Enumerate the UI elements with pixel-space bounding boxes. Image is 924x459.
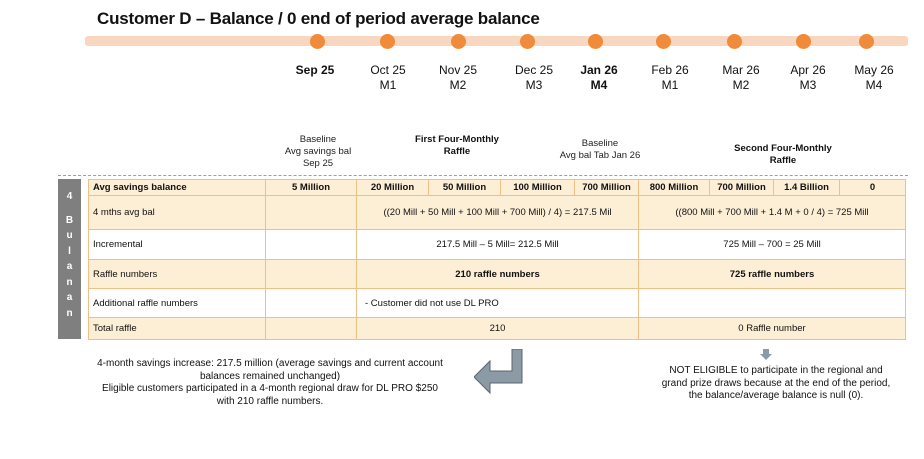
timeline-dot (859, 34, 874, 49)
baseline-header-2: Baseline Avg bal Tab Jan 26 (559, 138, 641, 161)
row-label: Incremental (88, 229, 266, 260)
table-cell: 100 Million (500, 179, 575, 196)
timeline-label: Oct 25 M1 (370, 63, 406, 92)
timeline-bar (85, 36, 908, 46)
table-row: Avg savings balance 5 Million 20 Million… (88, 179, 906, 196)
timeline-dot (727, 34, 742, 49)
timeline-dot (588, 34, 603, 49)
table-cell: 50 Million (428, 179, 501, 196)
table-row: Incremental 217.5 Mill – 5 Mill= 212.5 M… (88, 229, 906, 260)
table-cell: 700 Million (709, 179, 774, 196)
row-label: 4 mths avg bal (88, 195, 266, 230)
table-row: 4 mths avg bal ((20 Mill + 50 Mill + 100… (88, 195, 906, 230)
table-cell (265, 195, 357, 230)
right-explanation-note: NOT ELIGIBLE to participate in the regio… (661, 365, 891, 401)
timeline-label: Feb 26 M1 (651, 63, 689, 92)
left-explanation-note: 4-month savings increase: 217.5 million … (97, 358, 443, 407)
table-cell (265, 317, 357, 340)
row-label: Raffle numbers (88, 259, 266, 289)
table-cell (265, 259, 357, 289)
page-title: Customer D – Balance / 0 end of period a… (97, 9, 540, 28)
table-cell: 217.5 Mill – 5 Mill= 212.5 Mill (356, 229, 639, 260)
row-label: Avg savings balance (88, 179, 266, 196)
table-cell (265, 288, 357, 318)
table-cell: ((800 Mill + 700 Mill + 1.4 M + 0 / 4) =… (638, 195, 906, 230)
arrow-left-down-icon (474, 349, 523, 395)
timeline-label: Apr 26 M3 (790, 63, 826, 92)
timeline-label: Sep 25 (295, 63, 335, 77)
baseline-header-1: Baseline Avg savings bal Sep 25 (284, 134, 352, 169)
second-raffle-header: Second Four-Monthly Raffle (734, 143, 832, 166)
table-row: Raffle numbers 210 raffle numbers 725 ra… (88, 259, 906, 289)
table-cell: 0 Raffle number (638, 317, 906, 340)
timeline-dot (310, 34, 325, 49)
table-row: Total raffle 210 0 Raffle number (88, 317, 906, 340)
timeline-dot (656, 34, 671, 49)
table-cell (265, 229, 357, 260)
table-row: Additional raffle numbers - Customer did… (88, 288, 906, 318)
timeline-label: Jan 26 M4 (580, 63, 618, 92)
table-cell: 700 Million (574, 179, 639, 196)
table-cell: - Customer did not use DL PRO (356, 288, 639, 318)
table-cell: 725 Mill – 700 = 25 Mill (638, 229, 906, 260)
table-cell: 210 (356, 317, 639, 340)
table-cell: 725 raffle numbers (638, 259, 906, 289)
timeline-label: Nov 25 M2 (438, 63, 478, 92)
timeline-dot (451, 34, 466, 49)
table-cell: 210 raffle numbers (356, 259, 639, 289)
row-label: Total raffle (88, 317, 266, 340)
timeline-label: Dec 25 M3 (514, 63, 554, 92)
timeline-dot (520, 34, 535, 49)
table-cell: ((20 Mill + 50 Mill + 100 Mill + 700 Mil… (356, 195, 639, 230)
period-side-label: 4 B u l a n a n (58, 179, 81, 339)
timeline-dot (796, 34, 811, 49)
timeline-dot (380, 34, 395, 49)
divider (58, 175, 908, 176)
timeline-label: Mar 26 M2 (722, 63, 760, 92)
arrow-down-icon (760, 349, 772, 360)
table-cell: 0 (839, 179, 906, 196)
table-cell: 5 Million (265, 179, 357, 196)
table-cell: 20 Million (356, 179, 429, 196)
timeline-label: May 26 M4 (854, 63, 894, 92)
table-cell (638, 288, 906, 318)
row-label: Additional raffle numbers (88, 288, 266, 318)
table-cell: 800 Million (638, 179, 710, 196)
table-cell: 1.4 Billion (773, 179, 840, 196)
raffle-table: Avg savings balance 5 Million 20 Million… (88, 179, 906, 340)
first-raffle-header: First Four-Monthly Raffle (415, 134, 499, 157)
